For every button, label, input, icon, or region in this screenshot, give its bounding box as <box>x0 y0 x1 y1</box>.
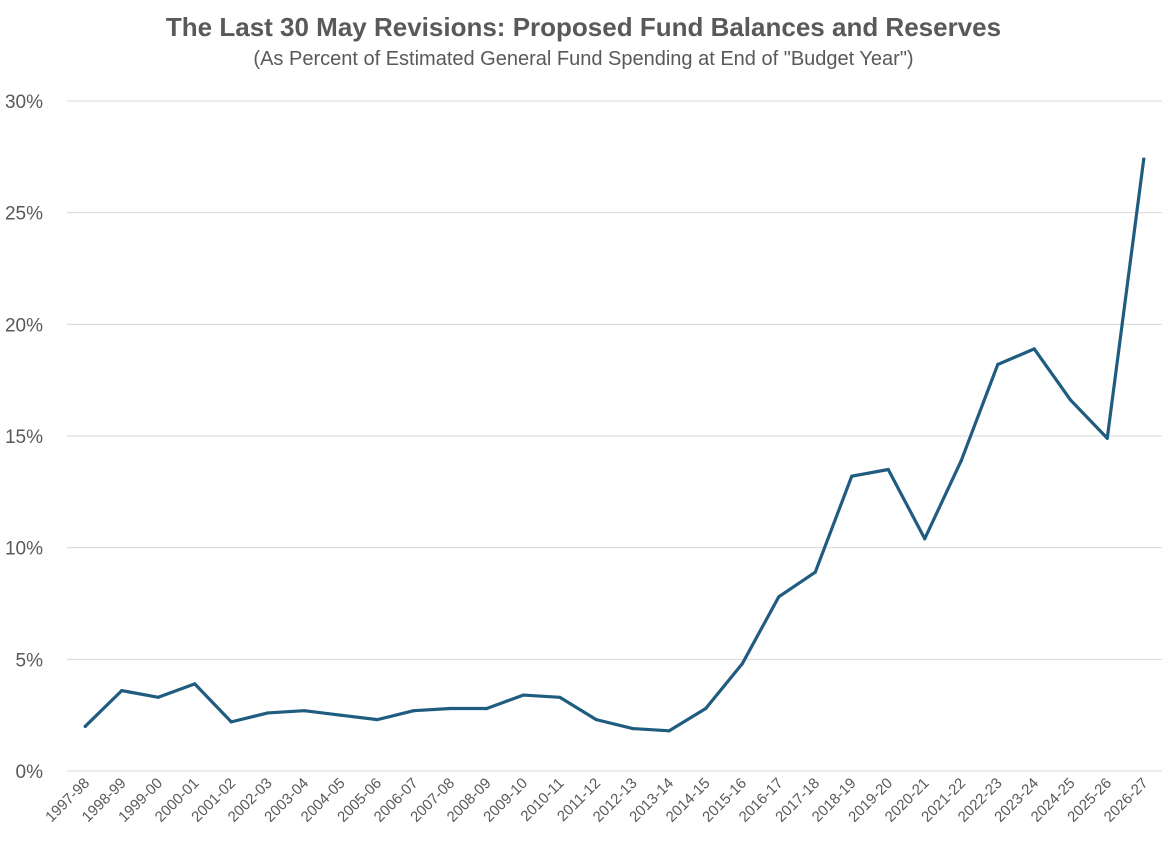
y-tick-label: 15% <box>5 427 43 448</box>
data-point <box>339 713 343 717</box>
data-point <box>777 595 781 599</box>
data-point <box>631 726 635 731</box>
data-point <box>813 570 817 574</box>
y-tick-label: 30% <box>5 92 43 113</box>
data-point <box>996 362 1000 367</box>
y-axis: 0% 5% 10% 15% 20% 25% 30% <box>5 92 43 783</box>
chart-title: The Last 30 May Revisions: Proposed Fund… <box>165 12 1002 42</box>
y-tick-label: 5% <box>16 650 44 671</box>
data-point <box>923 537 927 541</box>
y-tick-label: 10% <box>5 539 43 560</box>
data-point <box>1032 347 1036 351</box>
data-point <box>959 458 963 463</box>
data-point <box>193 682 197 686</box>
data-point <box>229 720 233 724</box>
data-point <box>521 693 525 697</box>
data-point <box>266 711 270 715</box>
chart-subtitle: (As Percent of Estimated General Fund Sp… <box>253 48 914 70</box>
series-layer <box>83 157 1146 733</box>
data-point <box>850 474 854 478</box>
data-point <box>667 729 671 733</box>
data-point <box>448 706 452 711</box>
data-point <box>302 709 306 713</box>
y-tick-label: 25% <box>5 204 43 225</box>
data-point <box>120 689 124 693</box>
data-point <box>740 662 744 666</box>
data-point <box>485 706 489 711</box>
data-point <box>83 724 87 728</box>
series-line <box>83 157 1146 733</box>
data-point <box>558 695 562 699</box>
gridlines <box>67 100 1162 660</box>
data-point <box>412 709 416 713</box>
x-tick-labels: 1997-981998-991999-002000-012001-022002-… <box>42 775 1151 826</box>
data-point <box>375 718 379 722</box>
data-point <box>594 718 598 722</box>
data-point <box>704 706 708 711</box>
data-point <box>1069 398 1073 402</box>
data-point <box>1105 436 1109 440</box>
y-tick-label: 0% <box>16 762 44 783</box>
data-point <box>886 467 890 472</box>
data-point <box>156 695 160 699</box>
data-point <box>1142 157 1146 161</box>
y-tick-label: 20% <box>5 315 43 336</box>
